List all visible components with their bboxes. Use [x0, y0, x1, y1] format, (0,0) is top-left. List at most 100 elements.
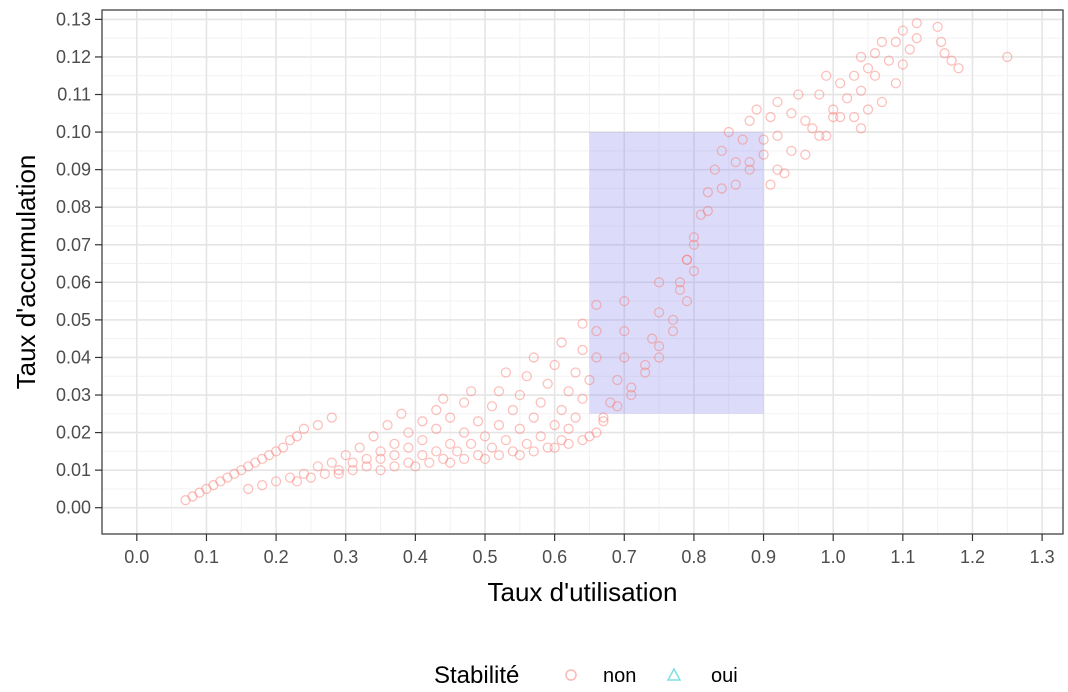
data-point: [862, 104, 874, 115]
data-point: [598, 416, 609, 427]
data-point: [472, 416, 484, 427]
data-point: [640, 367, 651, 378]
data-point: [305, 472, 317, 483]
data-point: [514, 389, 525, 401]
data-point: [876, 96, 888, 108]
y-tick-label: 0.05: [56, 310, 91, 330]
data-point: [744, 156, 755, 168]
data-point: [904, 44, 915, 55]
data-point: [284, 472, 296, 483]
data-point: [194, 487, 205, 498]
data-point: [897, 59, 908, 70]
data-point: [716, 183, 727, 194]
data-point: [465, 438, 477, 449]
x-axis-label: Taux d'utilisation: [488, 577, 678, 607]
data-point: [939, 48, 950, 59]
data-point: [500, 434, 512, 446]
data-point: [208, 480, 219, 491]
data-point: [417, 434, 428, 446]
data-point: [911, 33, 922, 44]
data-point: [584, 431, 595, 442]
data-point: [848, 111, 860, 123]
data-point: [493, 449, 505, 461]
data-point: [828, 104, 839, 115]
data-point: [605, 397, 616, 408]
data-point: [890, 36, 902, 48]
y-tick-label: 0.08: [56, 197, 91, 217]
data-point: [472, 449, 484, 461]
data-point: [598, 412, 609, 423]
data-point: [438, 393, 449, 404]
data-point: [201, 483, 212, 495]
data-point: [591, 326, 602, 337]
data-point: [681, 254, 693, 265]
data-point: [897, 25, 908, 36]
data-point: [563, 386, 574, 397]
data-point: [347, 464, 358, 476]
data-point: [375, 453, 386, 465]
data-point: [702, 187, 713, 198]
data-point: [814, 130, 825, 141]
y-tick-label: 0.10: [56, 122, 91, 142]
data-point: [542, 378, 553, 389]
data-point: [772, 164, 783, 175]
data-point: [319, 468, 330, 480]
data-point: [855, 51, 867, 63]
data-point: [807, 123, 818, 134]
data-point: [403, 427, 414, 438]
data-point: [619, 352, 630, 363]
data-point: [521, 438, 532, 449]
data-point: [563, 438, 574, 449]
x-tick-label: 0.3: [333, 547, 358, 567]
data-point: [438, 453, 449, 465]
data-point: [737, 134, 748, 145]
data-point: [883, 55, 895, 66]
data-point: [465, 386, 477, 397]
data-point: [577, 393, 588, 404]
data-point: [535, 431, 546, 442]
data-point: [389, 449, 400, 461]
data-point: [765, 111, 776, 123]
data-point: [681, 254, 693, 265]
data-point: [869, 70, 881, 81]
x-tick-label: 0.5: [472, 547, 497, 567]
x-tick-label: 0.7: [612, 547, 637, 567]
data-point: [772, 130, 783, 141]
legend-key-non: [565, 669, 577, 681]
x-tick-label: 1.1: [890, 547, 915, 567]
data-point: [291, 431, 303, 442]
data-point: [263, 449, 275, 461]
x-tick-label: 1.0: [821, 547, 846, 567]
data-point: [786, 108, 797, 119]
data-point: [312, 461, 324, 472]
data-point: [431, 446, 442, 457]
data-point: [835, 78, 846, 89]
data-point: [765, 179, 776, 190]
data-point: [445, 438, 456, 449]
x-tick-label: 1.2: [960, 547, 985, 567]
data-point: [779, 168, 790, 179]
data-point: [298, 468, 310, 480]
data-point: [556, 404, 567, 416]
points-layer: [180, 17, 1013, 506]
data-point: [514, 423, 525, 434]
data-point: [277, 442, 289, 453]
y-tick-label: 0.11: [57, 85, 91, 105]
highlight-region: [589, 132, 764, 414]
x-tick-label: 0.6: [542, 547, 567, 567]
data-point: [250, 457, 261, 468]
x-tick-label: 0.4: [403, 547, 428, 567]
data-point: [577, 344, 588, 356]
data-point: [563, 423, 574, 434]
data-point: [876, 36, 888, 48]
data-point: [243, 461, 254, 472]
data-point: [270, 476, 282, 487]
data-point: [417, 449, 428, 461]
data-point: [180, 495, 191, 506]
y-tick-label: 0.00: [56, 498, 91, 518]
data-point: [507, 404, 519, 416]
data-point: [828, 111, 839, 123]
data-point: [570, 367, 581, 378]
data-point: [382, 419, 393, 431]
